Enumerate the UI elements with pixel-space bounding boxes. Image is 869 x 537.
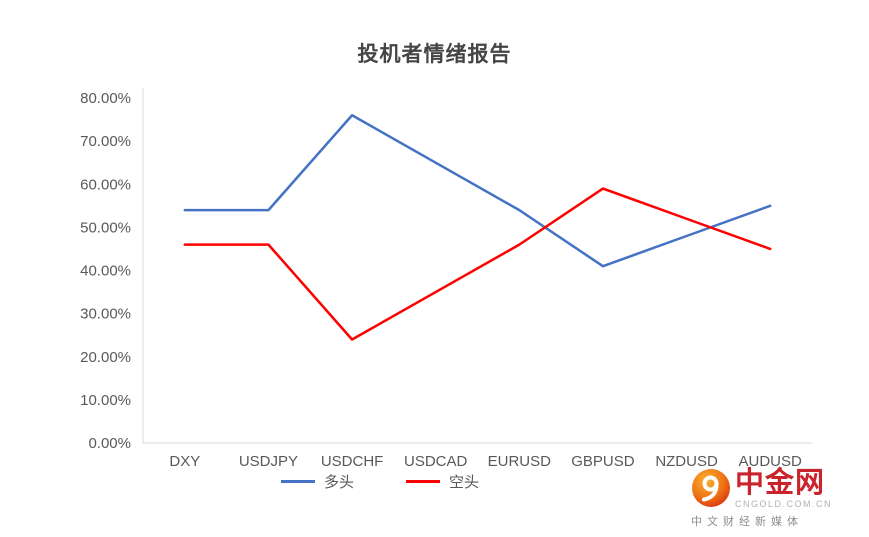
cngold-logo-icon — [692, 469, 730, 508]
x-axis-label: USDCHF — [321, 453, 384, 470]
x-axis-label: EURUSD — [488, 453, 552, 470]
legend-label-short: 空头 — [449, 474, 480, 491]
y-axis-tick-label: 0.00% — [88, 435, 131, 452]
y-axis-tick-label: 50.00% — [80, 219, 131, 236]
series-line-long — [183, 114, 772, 268]
series-line-short — [183, 187, 772, 341]
x-axis-label: NZDUSD — [655, 453, 718, 470]
y-axis-tick-label: 60.00% — [80, 176, 131, 193]
chart-legend: 多头 空头 — [0, 471, 760, 492]
legend-item-long: 多头 — [280, 471, 354, 492]
y-axis-tick-label: 70.00% — [80, 133, 131, 150]
cngold-logo-text: 中金网 CNGOLD.COM.CN — [735, 466, 833, 509]
logo-tagline: 中文财经新媒体 — [691, 516, 803, 528]
legend-label-long: 多头 — [323, 474, 354, 491]
x-axis-label: USDCAD — [404, 453, 468, 470]
x-axis-label: GBPUSD — [571, 453, 635, 470]
y-axis-tick-label: 30.00% — [80, 306, 131, 323]
y-axis-tick-label: 10.00% — [80, 392, 131, 409]
x-axis-label: USDJPY — [239, 453, 298, 470]
legend-item-short: 空头 — [406, 471, 479, 492]
x-axis-label: DXY — [169, 453, 200, 470]
cngold-logo: 中金网 CNGOLD.COM.CN 中文财经新媒体 — [691, 466, 859, 529]
cngold-logo-row: 中金网 CNGOLD.COM.CN — [691, 466, 859, 509]
x-axis-label: AUDUSD — [739, 453, 803, 470]
legend-line-long-icon — [280, 480, 315, 483]
legend-line-short-icon — [406, 480, 440, 483]
logo-brand: 中金网 — [735, 466, 826, 499]
logo-domain: CNGOLD.COM.CN — [735, 499, 833, 509]
y-axis-tick-label: 20.00% — [80, 349, 131, 366]
y-axis-tick-label: 40.00% — [80, 263, 131, 280]
y-axis-tick-label: 80.00% — [80, 90, 131, 107]
chart-title: 投机者情绪报告 — [357, 43, 512, 66]
